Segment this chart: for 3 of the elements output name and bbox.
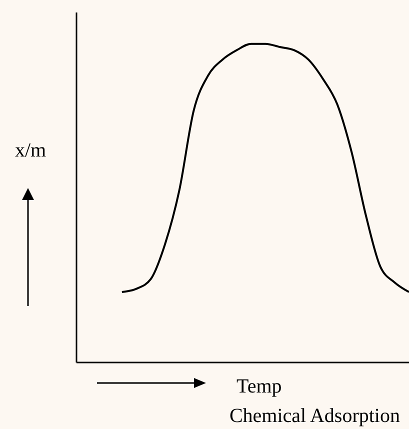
y-axis-title: x/m	[14, 140, 46, 162]
x-axis-title: Temp	[236, 376, 282, 398]
text: Chemical Adsorption	[229, 405, 400, 427]
